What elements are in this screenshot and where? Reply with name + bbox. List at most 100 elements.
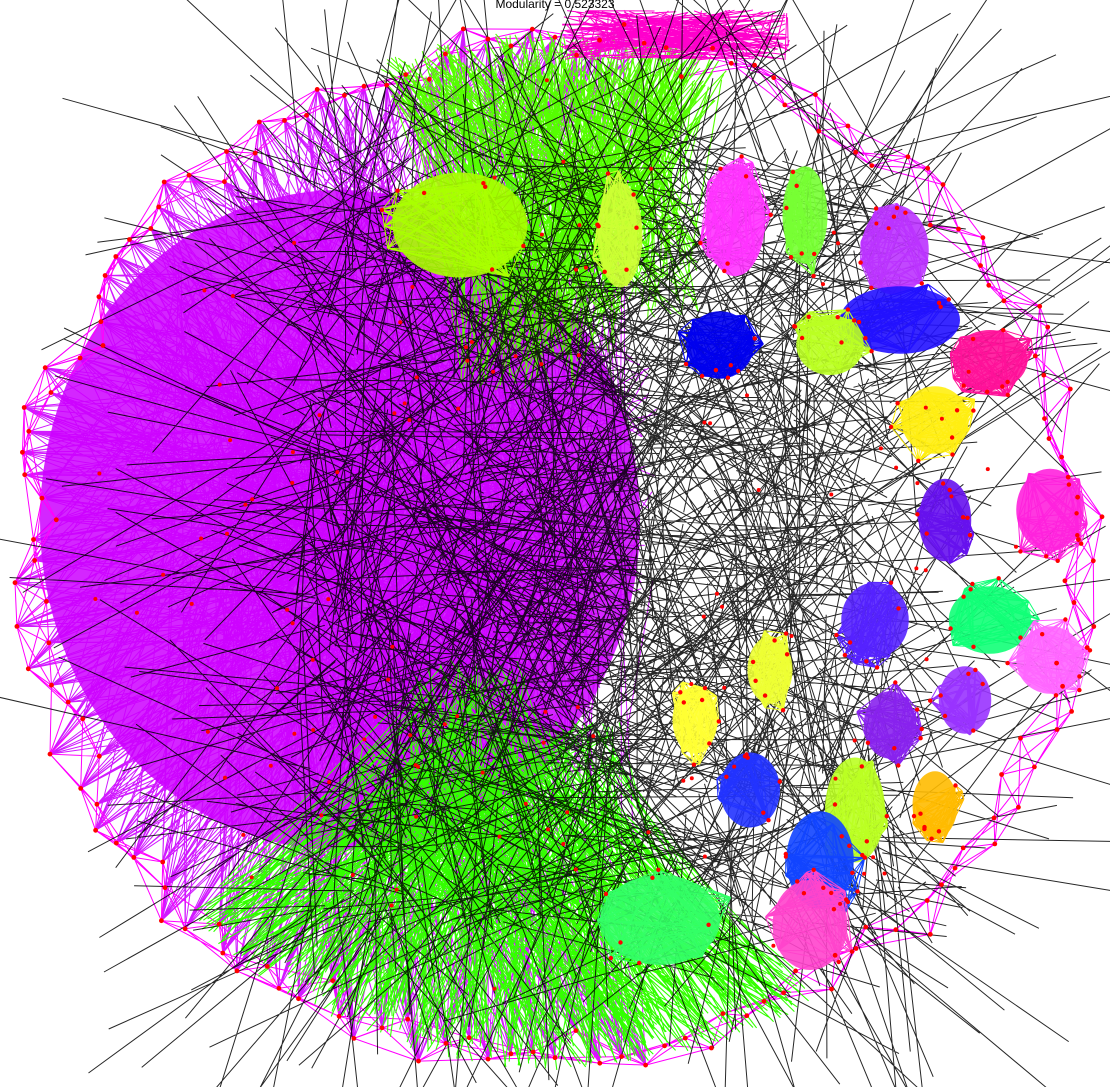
node: [991, 815, 997, 821]
node: [916, 458, 921, 463]
node: [761, 998, 767, 1004]
node: [224, 149, 229, 154]
node: [539, 232, 544, 237]
node: [961, 594, 966, 599]
node: [855, 889, 860, 894]
node: [919, 281, 924, 286]
graph-nodes: [12, 22, 1105, 1068]
node: [402, 401, 407, 406]
node: [771, 75, 777, 81]
node: [1063, 617, 1068, 622]
node: [290, 480, 295, 485]
node: [949, 494, 954, 499]
node: [463, 345, 468, 350]
community-purple-2: [856, 682, 923, 766]
node: [603, 891, 609, 897]
node: [699, 697, 705, 703]
node: [919, 726, 924, 732]
node: [707, 741, 712, 746]
node: [162, 885, 168, 891]
node: [268, 763, 273, 768]
node: [650, 875, 655, 880]
community-hotpink: [949, 329, 1034, 397]
node: [924, 898, 930, 903]
node: [442, 51, 448, 57]
node: [896, 763, 901, 768]
community-purple-2-clique-edges: [856, 682, 923, 766]
node: [980, 235, 986, 241]
node: [980, 681, 985, 687]
node: [416, 764, 420, 769]
node: [1046, 436, 1052, 441]
node: [392, 411, 397, 416]
node: [256, 119, 262, 125]
node: [816, 128, 822, 134]
node: [22, 472, 28, 478]
node: [426, 76, 432, 82]
node: [766, 818, 771, 823]
node: [275, 686, 279, 691]
node: [1084, 645, 1090, 650]
community-blue-1: [677, 311, 764, 379]
node: [811, 867, 816, 872]
node: [127, 237, 132, 242]
node: [97, 471, 102, 476]
node: [728, 60, 734, 66]
node: [252, 150, 258, 156]
node: [699, 373, 705, 379]
node: [967, 532, 973, 538]
node: [228, 438, 233, 443]
node: [985, 467, 990, 472]
community-orange-clique-edges: [912, 784, 965, 844]
node: [768, 212, 773, 217]
node: [799, 335, 805, 341]
node: [394, 887, 399, 892]
node: [100, 343, 106, 348]
node: [350, 873, 355, 877]
node: [888, 424, 894, 430]
node: [918, 736, 923, 741]
node: [996, 576, 1001, 581]
node: [249, 875, 254, 880]
node: [949, 435, 955, 440]
node: [886, 226, 891, 231]
node: [460, 26, 466, 32]
node: [290, 621, 295, 626]
node: [792, 324, 798, 329]
node: [970, 581, 975, 587]
node: [199, 536, 204, 541]
node: [1075, 533, 1080, 538]
node: [1045, 324, 1051, 330]
node: [94, 801, 100, 807]
node: [466, 1035, 472, 1041]
node: [679, 74, 684, 80]
node: [871, 855, 876, 860]
node: [706, 922, 711, 927]
node: [311, 728, 316, 732]
node: [895, 401, 900, 406]
node: [924, 531, 929, 536]
node: [873, 206, 879, 211]
node: [591, 734, 596, 739]
node: [953, 783, 958, 788]
node: [691, 762, 697, 767]
node: [230, 294, 235, 298]
node: [225, 531, 229, 536]
node: [414, 375, 419, 380]
node: [833, 776, 838, 781]
node: [914, 566, 919, 571]
node: [546, 827, 550, 832]
node: [999, 772, 1004, 777]
node: [1005, 660, 1010, 666]
node: [223, 775, 227, 780]
node: [216, 921, 222, 927]
node: [1040, 632, 1045, 637]
node: [1062, 578, 1068, 584]
node: [602, 269, 607, 274]
community-orchid-clique-edges: [1007, 619, 1091, 696]
node: [683, 361, 689, 367]
node: [940, 182, 946, 188]
node: [894, 205, 900, 211]
node: [442, 722, 447, 727]
